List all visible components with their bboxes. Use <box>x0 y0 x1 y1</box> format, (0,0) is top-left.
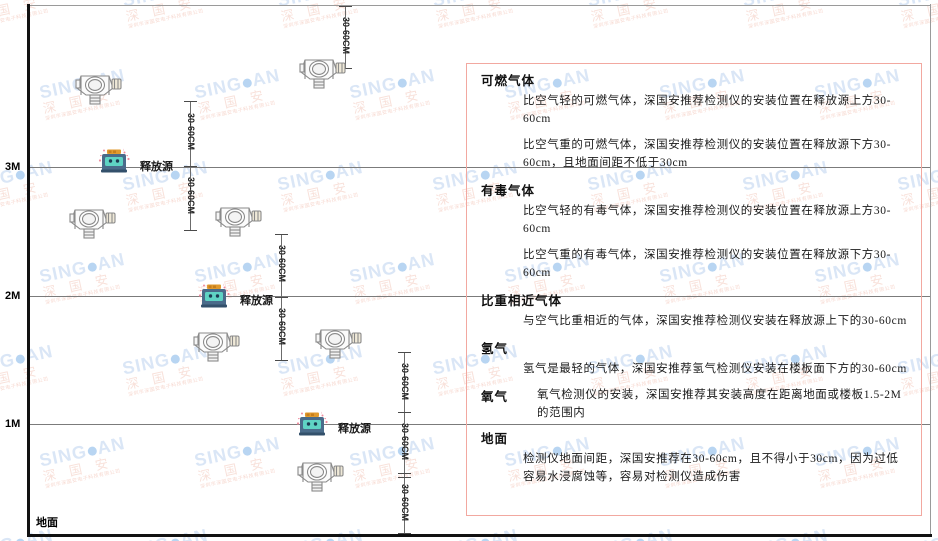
panel-section-paragraph: 比空气轻的有毒气体，深国安推荐检测仪的安装位置在释放源上方30-60cm <box>523 205 892 235</box>
dimension-spine <box>404 352 405 533</box>
release-source-label: 释放源 <box>338 423 371 435</box>
gas-detector-icon <box>69 209 116 239</box>
recommendation-panel-content: 可燃气体比空气轻的可燃气体，深国安推荐检测仪的安装位置在释放源上方30-60cm… <box>467 64 921 486</box>
panel-section-heading: 氧气 <box>481 390 509 404</box>
panel-section-paragraph: 检测仪地面间距，深国安推荐在30-60cm，且不得小于30cm，因为过低容易水浸… <box>523 453 899 483</box>
dimension-label: 30-60CM <box>277 308 287 346</box>
release-source-label: 释放源 <box>140 161 173 173</box>
ground-label: 地面 <box>36 517 58 529</box>
gas-detector <box>208 200 262 240</box>
dimension-chain: 30-60CM 30-60CM <box>275 234 288 361</box>
gas-detector <box>308 322 362 362</box>
gas-detector-icon <box>315 329 362 359</box>
panel-section-paragraph: 与空气比重相近的气体，深国安推荐检测仪安装在释放源上下的30-60cm <box>523 315 907 327</box>
panel-section-heading: 氢气 <box>481 342 509 356</box>
dimension-label: 30-60CM <box>186 177 196 215</box>
dimension-label: 30-60CM <box>341 17 351 55</box>
release-source <box>296 411 332 441</box>
recommendation-panel: 可燃气体比空气轻的可燃气体，深国安推荐检测仪的安装位置在释放源上方30-60cm… <box>466 63 922 516</box>
gas-detector-icon <box>297 462 344 492</box>
gas-detector <box>62 202 116 242</box>
panel-section-heading: 可燃气体 <box>481 74 536 88</box>
dimension-label: 30-60CM <box>277 245 287 283</box>
release-source-icon <box>296 411 328 436</box>
gas-detector <box>292 52 346 92</box>
gas-detector-icon <box>215 207 262 237</box>
dimension-tick <box>398 533 411 534</box>
level-line-3m <box>30 167 930 168</box>
dimension-label: 30-60CM <box>400 363 410 401</box>
dimension-tick <box>184 166 197 167</box>
panel-section-paragraph: 比空气轻的可燃气体，深国安推荐检测仪的安装位置在释放源上方30-60cm <box>523 95 892 125</box>
panel-section-heading: 有毒气体 <box>481 184 536 198</box>
dimension-label: 30-60CM <box>400 484 410 522</box>
dimension-tick <box>398 412 411 413</box>
release-source <box>198 283 234 313</box>
gas-detector <box>290 455 344 495</box>
dimension-tick <box>275 297 288 298</box>
panel-section-paragraph: 氢气是最轻的气体，深国安推荐氢气检测仪安装在楼板面下方的30-60cm <box>523 363 907 375</box>
level-line-2m <box>30 296 930 297</box>
release-source-icon <box>98 148 130 173</box>
dimension-spine <box>190 101 191 230</box>
release-source-label: 释放源 <box>240 295 273 307</box>
release-source-icon <box>198 283 230 308</box>
dimension-tick <box>275 360 288 361</box>
dimension-label: 30-60CM <box>400 423 410 461</box>
frame-right-line <box>930 4 931 537</box>
dimension-spine <box>345 6 346 68</box>
gas-detector <box>186 325 240 365</box>
dimension-tick <box>275 234 288 235</box>
dimension-tick <box>184 101 197 102</box>
release-source <box>98 148 134 178</box>
dimension-tick <box>339 6 352 7</box>
dimension-tick <box>184 230 197 231</box>
dimension-chain: 30-60CM 30-60CM <box>184 101 197 231</box>
gas-detector-icon <box>75 75 122 105</box>
gas-detector <box>68 68 122 108</box>
panel-section-paragraph: 比空气重的有毒气体，深国安推荐检测仪的安装位置在释放源下方30-60cm <box>523 249 892 279</box>
panel-section-paragraph: 氧气检测仪的安装，深国安推荐其安装高度在距离地面或楼板1.5-2M的范围内 <box>537 389 902 419</box>
dimension-chain: 30-60CM 30-60CM 30-60CM <box>398 352 411 534</box>
panel-section-paragraph: 比空气重的可燃气体，深国安推荐检测仪的安装位置在释放源下方30-60cm，且地面… <box>523 139 892 169</box>
wall-left-line <box>27 4 30 537</box>
level-label-2m: 2M <box>5 290 21 302</box>
ceiling-line <box>30 5 931 6</box>
panel-section: 氧气 氧气检测仪的安装，深国安推荐其安装高度在距离地面或楼板1.5-2M的范围内 <box>481 386 907 422</box>
gas-detector-icon <box>193 332 240 362</box>
level-label-1m: 1M <box>5 418 21 430</box>
gas-detector-icon <box>299 59 346 89</box>
dimension-label: 30-60CM <box>186 113 196 151</box>
ground-line <box>27 534 932 537</box>
level-label-3m: 3M <box>5 161 21 173</box>
level-line-1m <box>30 424 930 425</box>
panel-section-heading: 地面 <box>481 432 509 446</box>
dimension-tick <box>398 473 411 478</box>
panel-section-heading: 比重相近气体 <box>481 294 563 308</box>
dimension-tick <box>398 352 411 353</box>
